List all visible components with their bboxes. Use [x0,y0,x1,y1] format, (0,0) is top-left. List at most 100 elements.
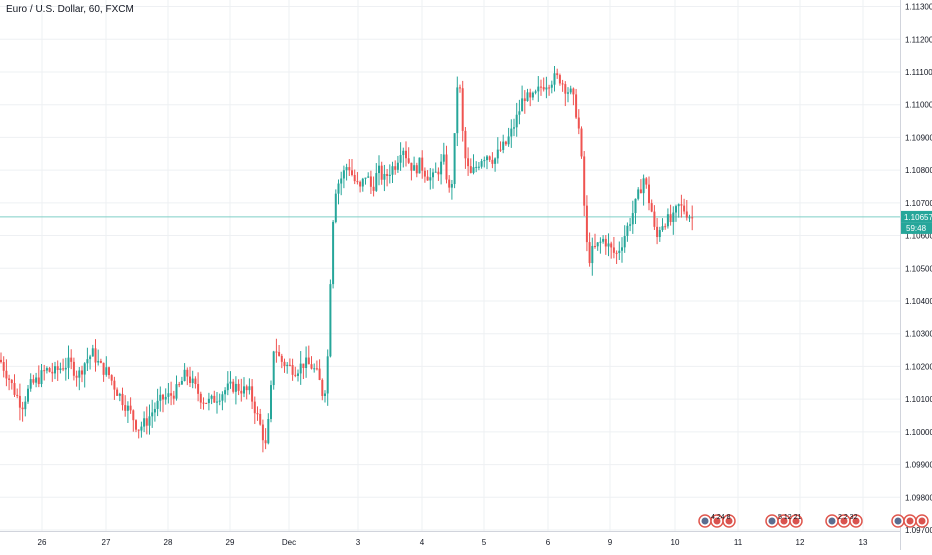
candle[interactable] [51,362,54,382]
candle[interactable] [683,198,686,215]
candle[interactable] [24,396,27,417]
economic-event-flag[interactable]: 2 2 32 [825,514,863,528]
candle[interactable] [199,391,202,409]
candle[interactable] [118,392,121,402]
candle[interactable] [677,203,680,218]
candle[interactable] [515,102,518,137]
candle[interactable] [523,90,526,114]
candle[interactable] [75,370,78,387]
candle[interactable] [218,393,221,406]
candle[interactable] [329,279,332,358]
candle[interactable] [356,172,359,185]
candle[interactable] [650,199,653,213]
candle[interactable] [380,161,383,185]
candle[interactable] [267,413,270,445]
candle[interactable] [259,408,262,426]
candle[interactable] [324,390,326,403]
candle[interactable] [351,158,353,177]
candle[interactable] [437,167,440,181]
candle[interactable] [386,168,389,187]
candle[interactable] [110,374,113,386]
candle[interactable] [572,87,575,106]
candle[interactable] [429,168,432,190]
candle[interactable] [89,354,92,370]
candle[interactable] [410,162,413,181]
candle[interactable] [383,164,386,192]
candle[interactable] [496,137,499,164]
candle[interactable] [348,159,351,176]
candle[interactable] [170,381,173,406]
candle[interactable] [545,76,548,99]
candle[interactable] [602,235,605,244]
candle[interactable] [691,205,694,231]
candle[interactable] [326,349,329,406]
candle[interactable] [121,387,124,411]
candle[interactable] [172,390,175,405]
candle[interactable] [313,363,316,373]
candle[interactable] [464,127,467,169]
candle[interactable] [618,241,621,261]
candle[interactable] [167,382,170,404]
candle[interactable] [305,346,308,378]
candle[interactable] [310,356,313,370]
candle[interactable] [426,170,429,181]
candle[interactable] [421,150,424,179]
economic-event-flag[interactable] [891,514,929,528]
candle[interactable] [648,176,650,211]
candle[interactable] [575,88,578,120]
candle[interactable] [148,404,151,435]
candle[interactable] [70,349,73,370]
candle[interactable] [253,396,256,425]
candle[interactable] [634,198,637,224]
candle[interactable] [367,172,370,178]
candle[interactable] [337,179,340,205]
candle[interactable] [56,360,59,381]
candle[interactable] [2,356,5,378]
candle[interactable] [399,142,402,171]
candle[interactable] [229,371,232,389]
candle[interactable] [178,381,181,388]
candle[interactable] [405,141,407,167]
candle[interactable] [472,154,475,175]
candle[interactable] [413,156,416,171]
candle[interactable] [124,395,127,417]
candle[interactable] [81,365,83,383]
candle[interactable] [661,218,664,232]
candle[interactable] [94,339,97,372]
candle[interactable] [415,162,418,178]
candle[interactable] [180,376,183,385]
candle[interactable] [102,362,105,382]
candle[interactable] [221,391,224,411]
candle[interactable] [542,77,545,92]
candle[interactable] [216,392,218,414]
candle[interactable] [477,161,480,171]
candle[interactable] [189,366,191,387]
candle[interactable] [521,85,524,112]
candle[interactable] [499,141,502,152]
candle[interactable] [10,378,13,390]
candle[interactable] [480,158,483,169]
candle[interactable] [140,421,143,438]
candle[interactable] [78,366,81,391]
candle[interactable] [251,379,254,410]
candle[interactable] [448,175,451,193]
candle[interactable] [585,195,588,252]
candle[interactable] [175,375,178,401]
candle[interactable] [210,394,213,405]
candle[interactable] [558,73,561,86]
candle[interactable] [361,177,364,192]
candle[interactable] [537,76,540,102]
candle[interactable] [116,387,119,396]
candle[interactable] [596,242,599,251]
candle[interactable] [388,164,391,184]
candle[interactable] [186,367,189,386]
candle[interactable] [45,366,48,374]
candle[interactable] [453,133,456,189]
candle[interactable] [599,237,602,254]
candle[interactable] [658,226,661,242]
candle[interactable] [631,200,634,234]
candle[interactable] [16,388,19,399]
candle[interactable] [43,364,46,381]
candle[interactable] [205,402,208,405]
candle[interactable] [261,419,264,453]
